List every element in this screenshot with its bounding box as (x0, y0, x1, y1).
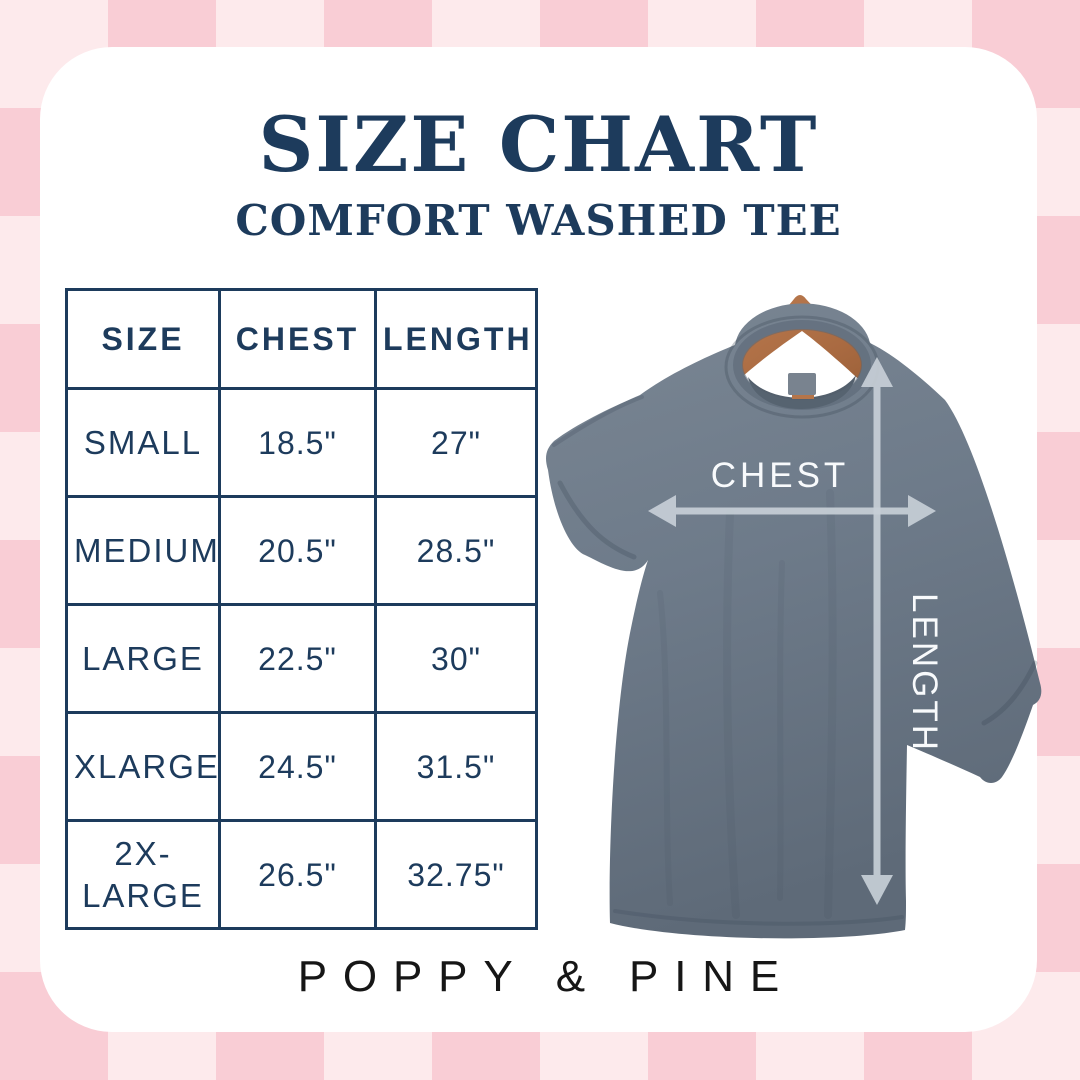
tshirt-illustration: CHEST LENGTH (546, 295, 1042, 939)
chest-value: 26.5" (218, 819, 377, 930)
size-label: XLARGE (65, 711, 221, 822)
length-value: 27" (374, 387, 538, 498)
chest-value: 22.5" (218, 603, 377, 714)
card: SIZE CHART COMFORT WASHED TEE SIZE CHEST… (40, 47, 1042, 1032)
table-row-xlarge: XLARGE 24.5" 31.5" (65, 711, 538, 822)
table-row-medium: MEDIUM 20.5" 28.5" (65, 495, 538, 606)
size-table-header-row: SIZE CHEST LENGTH (65, 288, 538, 390)
fabric-wrinkles (552, 395, 1038, 926)
length-value: 32.75" (374, 819, 538, 930)
table-row-small: SMALL 18.5" 27" (65, 387, 538, 498)
size-label: MEDIUM (65, 495, 221, 606)
length-value: 30" (374, 603, 538, 714)
length-value: 28.5" (374, 495, 538, 606)
tshirt-measurement-diagram: CHEST LENGTH (530, 253, 1050, 953)
page-subtitle: COMFORT WASHED TEE (235, 196, 842, 245)
neck-tag (788, 373, 816, 395)
col-header-length: LENGTH (374, 288, 538, 390)
chest-value: 24.5" (218, 711, 377, 822)
size-table: SIZE CHEST LENGTH SMALL 18.5" 27" MEDIUM… (65, 288, 538, 930)
size-label: SMALL (65, 387, 221, 498)
length-value: 31.5" (374, 711, 538, 822)
col-header-size: SIZE (65, 288, 221, 390)
brand-name: POPPY & PINE (297, 952, 796, 1001)
col-header-chest: CHEST (218, 288, 377, 390)
chest-value: 18.5" (218, 387, 377, 498)
size-label: 2X-LARGE (65, 819, 221, 930)
table-row-large: LARGE 22.5" 30" (65, 603, 538, 714)
length-arrow-icon (861, 357, 893, 905)
tshirt-body (546, 303, 1042, 939)
chest-label: CHEST (711, 456, 850, 495)
length-label: LENGTH (905, 593, 944, 753)
size-label: LARGE (65, 603, 221, 714)
table-row-2xlarge: 2X-LARGE 26.5" 32.75" (65, 819, 538, 930)
chest-value: 20.5" (218, 495, 377, 606)
page-title: SIZE CHART (258, 100, 819, 189)
